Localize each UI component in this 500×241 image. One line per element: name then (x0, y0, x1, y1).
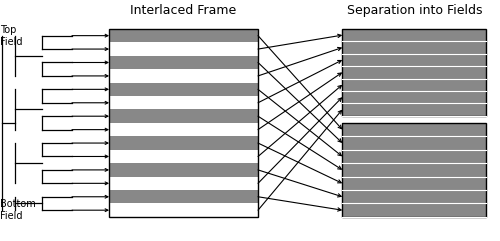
Bar (109, 83, 258, 96)
Bar (342, 177, 486, 190)
Bar (342, 136, 486, 150)
Text: Separation into Fields: Separation into Fields (346, 4, 482, 17)
Bar (342, 123, 486, 136)
Bar (109, 42, 258, 56)
Bar (109, 96, 258, 109)
Bar (342, 190, 486, 203)
Bar (109, 203, 258, 217)
Bar (342, 123, 486, 217)
Bar (342, 54, 486, 66)
Bar (342, 66, 486, 79)
Bar (342, 103, 486, 116)
Bar (109, 109, 258, 123)
Bar (109, 136, 258, 150)
Bar (342, 29, 486, 41)
Bar (109, 150, 258, 163)
Bar (109, 123, 258, 136)
Bar (342, 91, 486, 103)
Bar (109, 163, 258, 177)
Text: Bottom
Field: Bottom Field (0, 199, 36, 221)
Bar (342, 79, 486, 91)
Text: Top
Field: Top Field (0, 25, 23, 47)
Bar (342, 163, 486, 177)
Bar (342, 29, 486, 116)
Bar (109, 69, 258, 83)
Bar (342, 203, 486, 217)
Bar (342, 41, 486, 54)
Bar (109, 190, 258, 203)
Bar (109, 29, 258, 217)
Bar (342, 150, 486, 163)
Bar (109, 177, 258, 190)
Text: Interlaced Frame: Interlaced Frame (130, 4, 236, 17)
Bar (109, 29, 258, 42)
Bar (109, 56, 258, 69)
